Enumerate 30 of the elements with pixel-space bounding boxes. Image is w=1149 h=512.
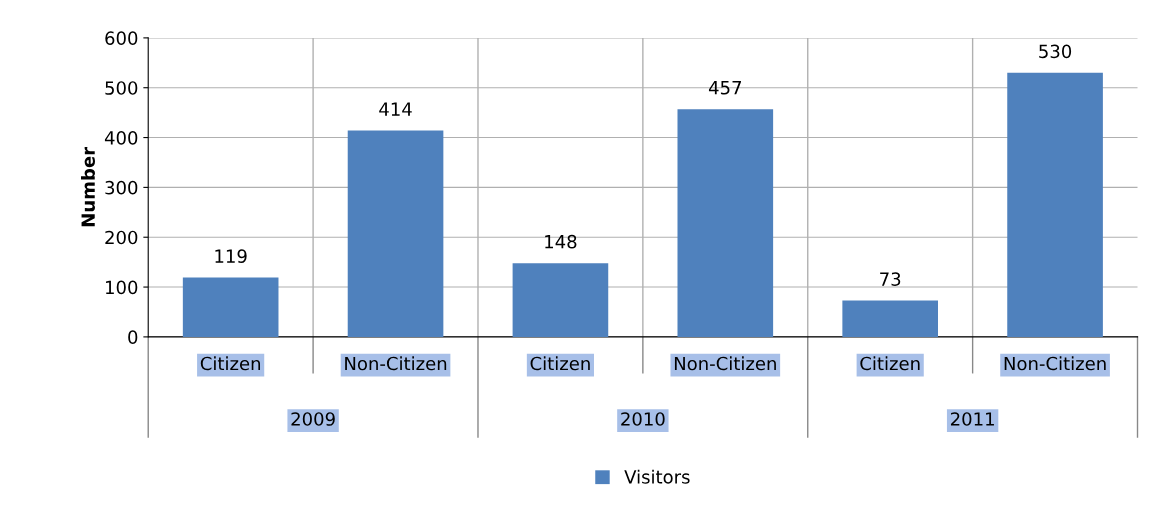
y-axis-title: Number: [81, 147, 95, 227]
bar: [1007, 72, 1103, 337]
y-tick-label: 100: [106, 280, 138, 295]
y-tick-label: 500: [105, 81, 138, 95]
x-tick-label: Citizen: [530, 356, 590, 371]
x-tick-label: Citizen: [200, 356, 260, 371]
x-tick-label: Non-Citizen: [674, 356, 776, 371]
text: 2011: [950, 412, 994, 426]
y-tick-label: 200: [105, 230, 138, 245]
data-label: 148: [545, 234, 577, 249]
legend-label: Visitors: [624, 469, 690, 484]
x-tick-label: Non-Citizen: [1004, 356, 1106, 371]
y-tick-label: 600: [105, 31, 138, 45]
bar: [182, 277, 279, 337]
data-label: 457: [708, 81, 741, 95]
y-tick-label: 400: [104, 131, 138, 145]
data-label: 119: [215, 249, 247, 263]
y-tick-label: 0: [128, 330, 138, 345]
y-tick-label: 300: [105, 180, 138, 195]
text: 2009: [291, 412, 335, 426]
bar: [347, 130, 444, 337]
data-label: 73: [880, 272, 901, 286]
data-label: 530: [1039, 44, 1072, 59]
text: 2010: [621, 412, 665, 426]
data-label: 414: [379, 102, 412, 116]
bar: [842, 300, 938, 337]
bar: [677, 109, 774, 337]
bar: [512, 263, 609, 337]
x-tick-label: Non-Citizen: [345, 356, 447, 371]
x-tick-label: Citizen: [860, 356, 920, 371]
